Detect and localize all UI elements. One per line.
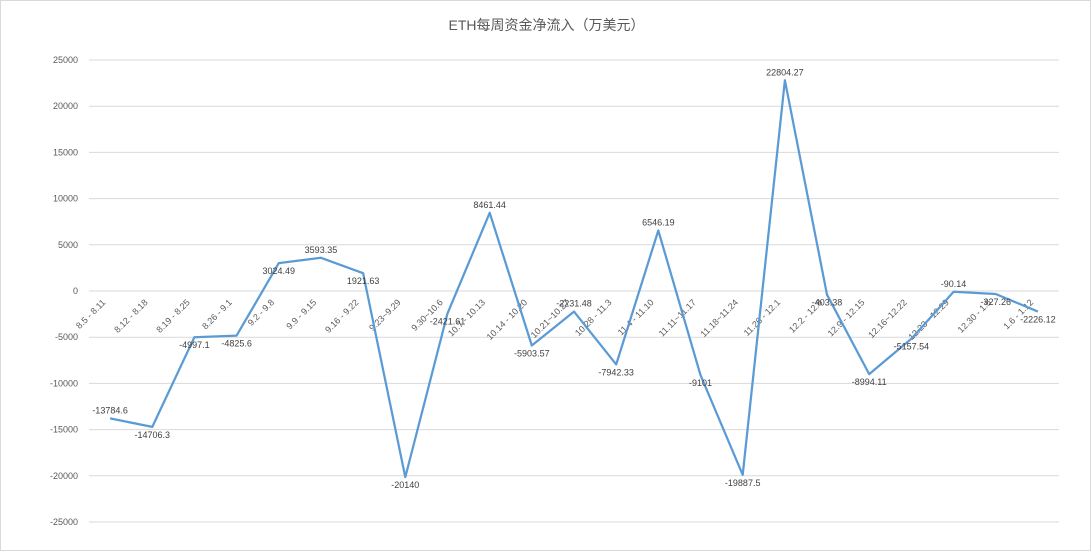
y-tick-label: 20000: [53, 101, 78, 111]
series-line-group: [109, 79, 1039, 479]
data-label: 3593.35: [305, 245, 338, 255]
data-label: 6546.19: [642, 218, 675, 228]
x-tick-label: 8.26 - 9.1: [200, 297, 234, 331]
data-label: -327.26: [980, 297, 1011, 307]
data-label: 8461.44: [473, 200, 506, 210]
y-tick-label: 25000: [53, 55, 78, 65]
y-tick-label: 15000: [53, 147, 78, 157]
data-label: -13784.6: [92, 405, 128, 415]
data-label: 1921.63: [347, 276, 380, 286]
data-label: -7942.33: [598, 367, 634, 377]
y-tick-label: -5000: [55, 332, 78, 342]
data-label: -14706.3: [134, 430, 170, 440]
x-tick-label: 9.9 - 9.15: [284, 297, 318, 331]
data-label: -9101: [689, 378, 712, 388]
data-label: -2231.48: [556, 299, 592, 309]
data-label: -4825.6: [221, 339, 252, 349]
y-tick-label: -15000: [50, 425, 78, 435]
data-label: -5903.57: [514, 349, 550, 359]
data-labels: -13784.6 -14706.3 -4997.1 -4825.6 3024.49 359…: [92, 67, 1055, 490]
gridlines: [89, 59, 1059, 523]
data-label: -2421.61: [430, 316, 466, 326]
y-tick-label: 5000: [58, 240, 78, 250]
y-tick-label: -25000: [50, 517, 78, 527]
x-tick-label: 8.12 - 8.18: [112, 297, 149, 334]
chart-title: ETH每周资金净流入（万美元）: [448, 17, 645, 33]
y-tick-label: 10000: [53, 194, 78, 204]
x-tick-label: 11.18~11.24: [698, 297, 740, 339]
data-label: 3024.49: [263, 266, 296, 276]
x-tick-label: 12.16~12.22: [866, 297, 909, 340]
data-label: -8994.11: [852, 377, 887, 387]
x-tick-label: 11.11~11.17: [657, 297, 698, 338]
data-label: -2226.12: [1020, 315, 1056, 325]
series-line: [109, 79, 1039, 479]
data-label: -5157.54: [894, 342, 930, 352]
data-label: -19887.5: [725, 478, 761, 488]
data-label: 22804.27: [766, 67, 804, 77]
data-label: -90.14: [941, 279, 967, 289]
y-tick-label: -10000: [50, 378, 78, 388]
x-tick-label: 9.30~10.6: [409, 297, 445, 333]
x-tick-label: 9.16 - 9.22: [323, 297, 360, 334]
data-label: -4997.1: [179, 340, 210, 350]
data-label: -403.38: [812, 298, 843, 308]
data-label: -20140: [391, 480, 419, 490]
y-tick-label: 0: [73, 286, 78, 296]
x-tick-label: 8.5 - 8.11: [74, 297, 107, 330]
y-axis-ticks: 25000 20000 15000 10000 5000 0 -5000 -10000 -150…: [50, 55, 78, 527]
y-tick-label: -20000: [50, 471, 78, 481]
x-tick-label: 8.19 - 8.25: [154, 297, 191, 334]
